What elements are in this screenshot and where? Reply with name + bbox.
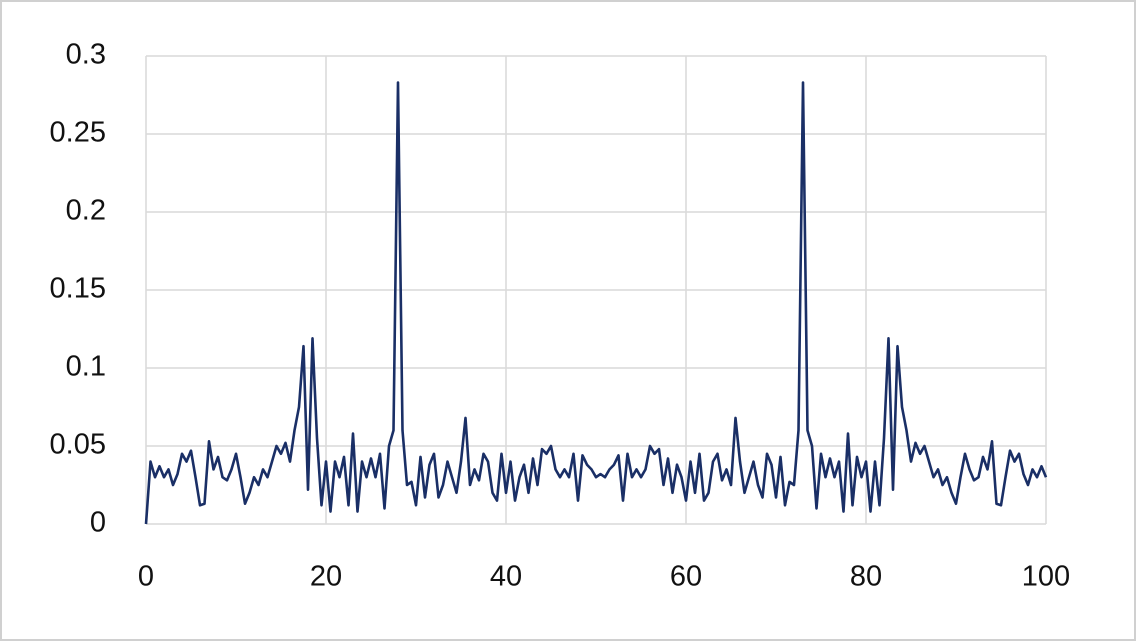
- x-tick-label: 40: [490, 561, 522, 593]
- y-tick-label: 0.15: [50, 273, 106, 305]
- x-tick-label: 0: [138, 561, 154, 593]
- y-tick-label: 0: [90, 507, 106, 539]
- x-tick-label: 100: [1022, 561, 1070, 593]
- x-tick-label: 80: [850, 561, 882, 593]
- y-tick-label: 0.2: [66, 195, 106, 227]
- y-tick-label: 0.05: [50, 429, 106, 461]
- x-tick-label: 60: [670, 561, 702, 593]
- data-line: [144, 81, 1048, 525]
- x-tick-label: 20: [310, 561, 342, 593]
- y-tick-label: 0.3: [66, 39, 106, 71]
- y-tick-label: 0.25: [50, 117, 106, 149]
- y-tick-label: 0.1: [66, 351, 106, 383]
